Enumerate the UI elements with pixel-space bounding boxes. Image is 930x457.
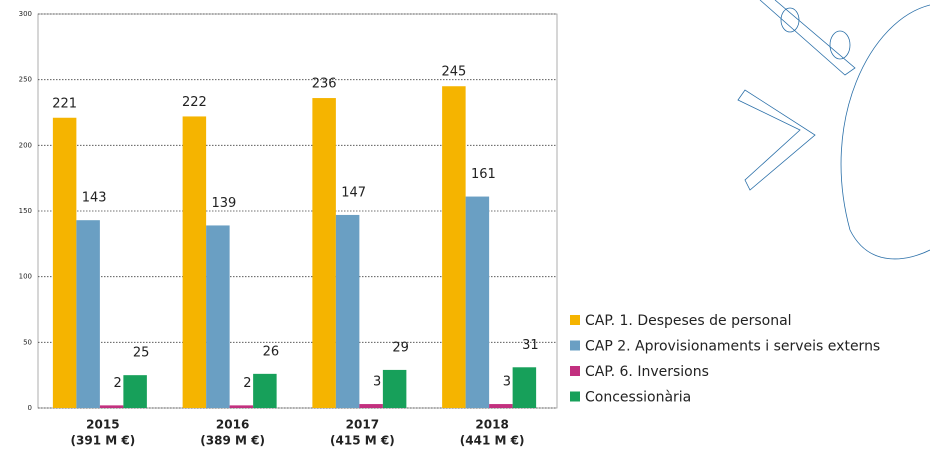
bar xyxy=(489,404,513,408)
x-tick-label: 2018 xyxy=(475,418,508,432)
legend-label: Concessionària xyxy=(585,390,691,406)
bar xyxy=(229,405,254,408)
bar xyxy=(465,196,490,408)
legend-swatch xyxy=(570,315,580,325)
value-label: 139 xyxy=(211,196,236,211)
value-label: 3 xyxy=(373,375,381,390)
bar xyxy=(382,369,407,408)
legend-label: CAP. 6. Inversions xyxy=(585,364,709,380)
x-tick-sublabel: (415 M €) xyxy=(330,434,395,448)
x-tick-label: 2017 xyxy=(346,418,379,432)
bar xyxy=(312,98,336,408)
value-label: 222 xyxy=(182,95,207,110)
bar xyxy=(442,86,466,408)
value-label: 221 xyxy=(52,96,77,111)
bar xyxy=(359,404,383,408)
decor-symbol xyxy=(737,89,816,191)
bar xyxy=(206,225,230,408)
value-label: 143 xyxy=(82,191,107,206)
y-tick-label: 300 xyxy=(19,10,32,18)
y-tick-label: 150 xyxy=(19,207,32,215)
bar xyxy=(335,214,360,408)
value-label: 161 xyxy=(471,167,496,182)
decor-symbol xyxy=(780,7,800,33)
legend-swatch xyxy=(570,391,580,402)
y-tick-label: 250 xyxy=(19,76,32,84)
value-label: 31 xyxy=(522,338,539,353)
legend-label: CAP. 1. Despeses de personal xyxy=(585,313,792,329)
x-tick-sublabel: (441 M €) xyxy=(460,434,525,448)
decoration xyxy=(737,0,930,260)
decor-curve xyxy=(840,4,930,260)
y-tick-label: 200 xyxy=(19,141,32,149)
bar xyxy=(182,116,207,408)
bar xyxy=(99,405,124,408)
x-tick-label: 2016 xyxy=(216,418,249,432)
decor-symbol xyxy=(829,30,851,60)
x-tick-label: 2015 xyxy=(86,418,119,432)
value-label: 2 xyxy=(243,376,251,391)
value-label: 29 xyxy=(392,340,409,355)
x-tick-sublabel: (391 M €) xyxy=(71,434,136,448)
x-tick-sublabel: (389 M €) xyxy=(200,434,265,448)
bar xyxy=(76,220,100,408)
value-label: 236 xyxy=(312,77,337,92)
bar xyxy=(512,367,537,408)
value-label: 25 xyxy=(133,346,150,361)
value-label: 147 xyxy=(341,185,366,200)
decor-symbol xyxy=(759,0,856,76)
bar xyxy=(253,373,277,408)
y-tick-label: 100 xyxy=(19,273,32,281)
bar xyxy=(52,117,77,409)
legend-swatch xyxy=(570,340,580,351)
value-label: 26 xyxy=(263,344,280,359)
y-tick-label: 0 xyxy=(28,404,32,412)
value-label: 2 xyxy=(113,376,121,391)
y-tick-label: 50 xyxy=(23,338,32,346)
bar xyxy=(123,375,147,408)
value-label: 3 xyxy=(503,375,511,390)
legend-swatch xyxy=(570,366,580,376)
value-label: 245 xyxy=(441,65,466,80)
legend-label: CAP 2. Aprovisionaments i serveis extern… xyxy=(585,339,880,355)
